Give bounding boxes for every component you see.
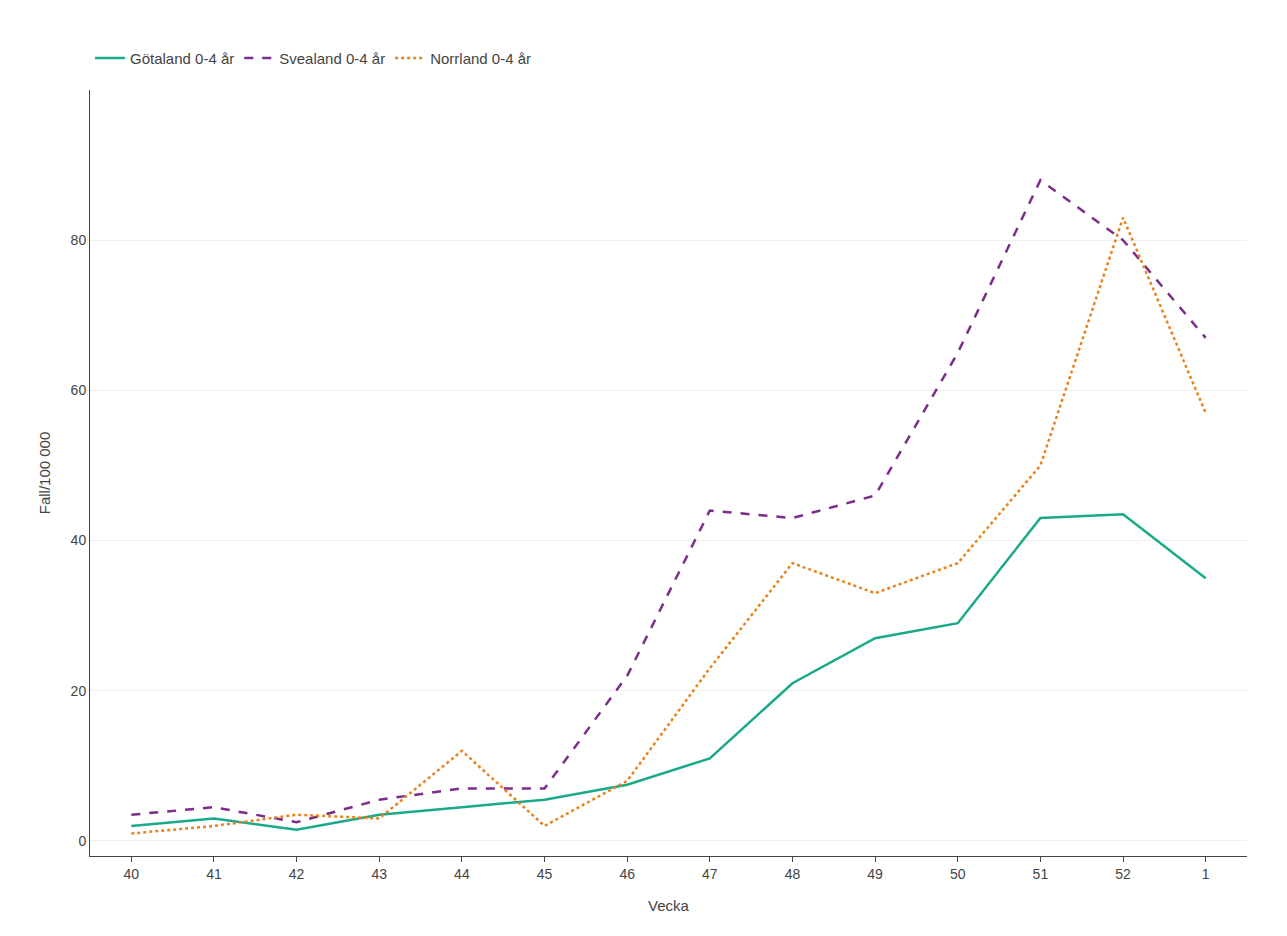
svg-text:40: 40: [71, 532, 87, 548]
svg-text:42: 42: [289, 866, 305, 882]
svg-text:49: 49: [867, 866, 883, 882]
svg-text:0: 0: [78, 833, 86, 849]
svg-text:46: 46: [619, 866, 635, 882]
svg-text:50: 50: [950, 866, 966, 882]
svg-text:1: 1: [1202, 866, 1210, 882]
svg-text:45: 45: [537, 866, 553, 882]
svg-text:Norrland 0-4 år: Norrland 0-4 år: [430, 50, 531, 67]
svg-text:80: 80: [71, 232, 87, 248]
svg-text:40: 40: [124, 866, 140, 882]
svg-text:51: 51: [1033, 866, 1049, 882]
svg-text:48: 48: [785, 866, 801, 882]
svg-text:41: 41: [206, 866, 222, 882]
svg-text:Svealand 0-4 år: Svealand 0-4 år: [279, 50, 385, 67]
svg-text:Vecka: Vecka: [648, 897, 690, 914]
svg-text:43: 43: [371, 866, 387, 882]
svg-text:Fall/100 000: Fall/100 000: [36, 432, 53, 515]
svg-text:47: 47: [702, 866, 718, 882]
svg-text:52: 52: [1115, 866, 1131, 882]
svg-text:20: 20: [71, 683, 87, 699]
svg-text:Götaland 0-4 år: Götaland 0-4 år: [130, 50, 234, 67]
svg-text:44: 44: [454, 866, 470, 882]
svg-text:60: 60: [71, 382, 87, 398]
